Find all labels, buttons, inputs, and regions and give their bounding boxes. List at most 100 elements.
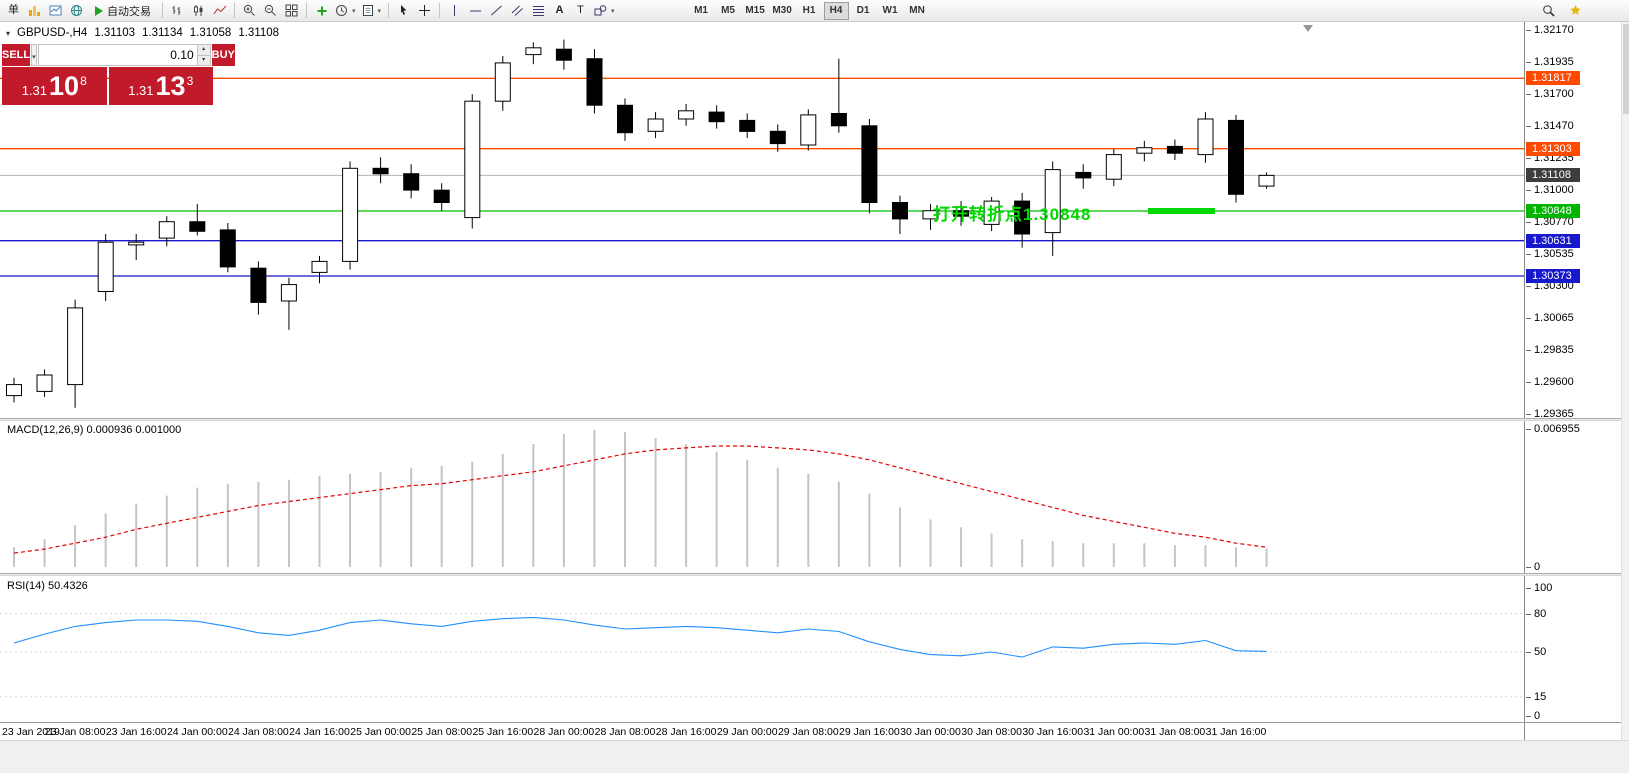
chart-shift-marker [1303, 25, 1313, 32]
timeframe-button-m5[interactable]: M5 [716, 2, 741, 20]
zoom-out-button[interactable] [260, 1, 281, 20]
shapes-tool-button[interactable]: ▾ [591, 1, 618, 20]
time-axis-label: 29 Jan 16:00 [839, 726, 900, 738]
price-badge: 1.30631 [1526, 234, 1580, 248]
channel-tool-button[interactable] [507, 1, 528, 20]
time-axis-label: 25 Jan 08:00 [411, 726, 473, 738]
search-button[interactable] [1538, 1, 1559, 20]
templates-button[interactable]: ▾ [359, 1, 385, 20]
price-axis-label: 1.29365 [1526, 408, 1574, 420]
auto-trading-label: 自动交易 [107, 5, 151, 18]
globe-icon [71, 5, 82, 16]
trendline-tool-button[interactable] [486, 1, 507, 20]
horizontal-line-tool-button[interactable] [465, 1, 486, 20]
macd-panel-canvas[interactable] [0, 421, 1524, 573]
candlestick-mode-button[interactable] [188, 1, 209, 20]
buy-button[interactable]: BUY [211, 44, 235, 66]
timeframe-button-m30[interactable]: M30 [770, 2, 795, 20]
timeframe-button-h1[interactable]: H1 [797, 2, 822, 20]
timeframe-button-h4[interactable]: H4 [823, 1, 849, 20]
time-axis-label: 30 Jan 08:00 [961, 726, 1022, 738]
vertical-line-icon [454, 5, 456, 16]
time-axis-label: 29 Jan 08:00 [777, 726, 839, 738]
trendline-icon [491, 5, 502, 16]
label-tool-button[interactable]: T [570, 1, 591, 20]
main-chart-canvas[interactable] [0, 22, 1524, 418]
crosshair-icon [419, 5, 431, 16]
price-axis-label: 1.29835 [1526, 344, 1574, 356]
fibonacci-tool-button[interactable] [528, 1, 549, 20]
timeframe-toolbar: M1 M5 M15 M30 H1 H4 D1 W1 MN [688, 1, 931, 20]
periods-button[interactable]: ▾ [332, 1, 359, 20]
vertical-line-tool-button[interactable] [444, 1, 465, 20]
price-axis-label: 1.29600 [1526, 376, 1574, 388]
sell-button[interactable]: SELL [2, 44, 31, 66]
volume-stepper: ▴ ▾ [196, 45, 210, 65]
play-icon [95, 5, 103, 16]
rsi-panel-canvas[interactable] [0, 576, 1524, 722]
price-badge: 1.30373 [1526, 269, 1580, 283]
volume-down-button[interactable]: ▾ [197, 55, 210, 65]
timeframe-button-m15[interactable]: M15 [743, 2, 768, 20]
time-axis-label: 30 Jan 16:00 [1022, 726, 1084, 738]
fibonacci-icon [533, 6, 545, 16]
indicators-button[interactable] [311, 1, 332, 20]
time-axis-label: 31 Jan 08:00 [1144, 726, 1206, 738]
volume-input[interactable] [38, 45, 197, 65]
new-chart-button[interactable] [24, 1, 45, 20]
chevron-down-icon: ▾ [611, 7, 615, 15]
bid-point: 8 [80, 74, 87, 88]
toolbar-separator [306, 3, 307, 18]
vertical-scrollbar[interactable] [1621, 22, 1629, 740]
time-axis-border [0, 722, 1621, 723]
ohlc-close: 1.31108 [238, 27, 280, 39]
time-axis-label: 29 Jan 00:00 [716, 726, 778, 738]
ohlc-low: 1.31058 [189, 27, 232, 39]
crosshair-button[interactable] [414, 1, 435, 20]
price-axis-label: 1.30065 [1526, 312, 1574, 324]
ask-price-button[interactable]: 1.31 13 3 [108, 67, 213, 105]
favorites-button[interactable] [1565, 1, 1586, 20]
rsi-axis-label: 0 [1525, 710, 1541, 722]
cursor-button[interactable] [393, 1, 414, 20]
time-axis[interactable]: 23 Jan 2019 23 Jan 08:00 23 Jan 16:00 24 Ja… [0, 722, 1524, 740]
timeframe-button-w1[interactable]: W1 [878, 2, 903, 20]
tile-windows-button[interactable] [281, 1, 302, 20]
chevron-down-icon: ▾ [377, 7, 382, 15]
toolbar-right-group [1538, 1, 1586, 20]
rsi-axis-label: 80 [1525, 608, 1547, 620]
profiles-button[interactable] [45, 1, 66, 20]
time-axis-label: 30 Jan 00:00 [900, 726, 961, 738]
text-tool-button[interactable]: A [549, 1, 570, 20]
line-chart-mode-button[interactable] [209, 1, 230, 20]
collapse-panel-icon[interactable]: ▾ [6, 28, 11, 38]
order-type-dropdown[interactable]: ▾ [31, 44, 37, 66]
cursor-icon [400, 5, 407, 15]
status-bar [0, 740, 1629, 773]
scrollbar-thumb[interactable] [1623, 24, 1629, 114]
clock-icon [336, 5, 347, 16]
auto-trading-button[interactable]: 自动交易 [87, 1, 158, 20]
timeframe-button-mn[interactable]: MN [905, 2, 930, 20]
bid-price-button[interactable]: 1.31 10 8 [2, 67, 107, 105]
rsi-axis-label: 15 [1525, 691, 1547, 703]
pane-splitter-rsi[interactable] [0, 573, 1629, 576]
time-axis-label: 24 Jan 16:00 [289, 726, 350, 738]
price-axis-label: 1.32170 [1526, 24, 1574, 36]
bar-chart-mode-button[interactable] [167, 1, 188, 20]
volume-up-button[interactable]: ▴ [197, 45, 210, 56]
price-axis[interactable]: 1.32170 1.31935 1.31700 1.31470 1.31235 1.310… [1524, 22, 1621, 740]
main-toolbar: 单 自动交易 ▾ ▾ A T ▾ M1 M5 M15 M30 H1 H4 D1 W1 MN [0, 0, 1629, 22]
price-axis-label: 1.30300 [1526, 280, 1574, 292]
new-order-label: 单 [8, 4, 19, 16]
timeframe-button-m1[interactable]: M1 [689, 2, 714, 20]
profiles-icon [49, 5, 62, 16]
time-axis-label: 23 Jan 16:00 [105, 726, 167, 738]
time-axis-label: 25 Jan 00:00 [350, 726, 411, 738]
market-watch-button[interactable] [66, 1, 87, 20]
zoom-in-button[interactable] [239, 1, 260, 20]
star-icon [1570, 5, 1581, 15]
pane-splitter-macd[interactable] [0, 418, 1629, 421]
timeframe-button-d1[interactable]: D1 [851, 2, 876, 20]
new-order-button[interactable]: 单 [3, 1, 24, 20]
